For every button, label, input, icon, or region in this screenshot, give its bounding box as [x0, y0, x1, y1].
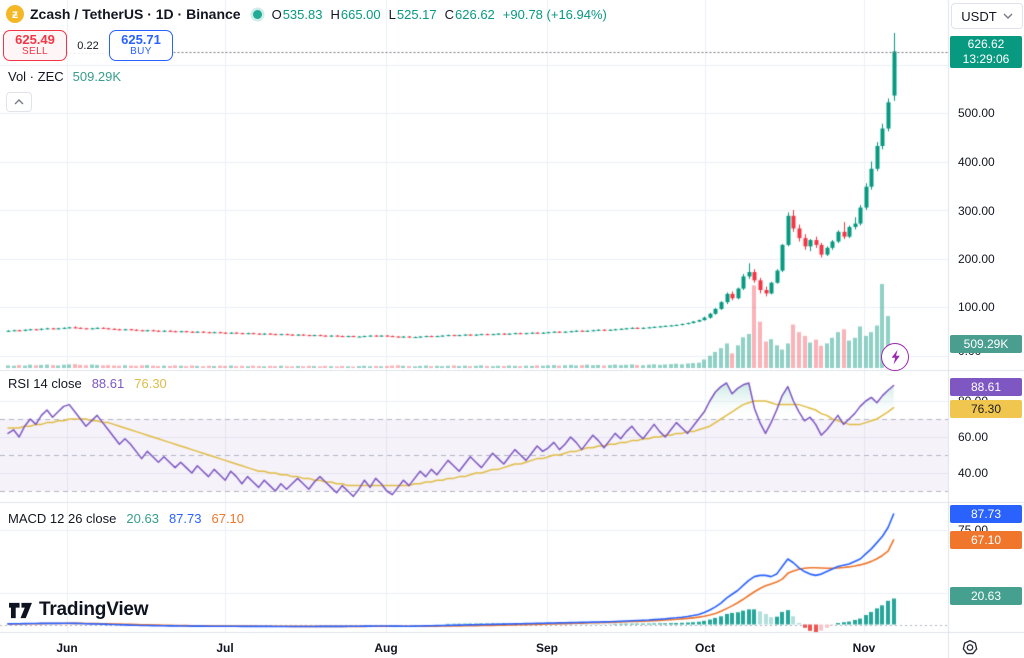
ohlc-label: L — [388, 6, 396, 22]
currency-label: USDT — [961, 8, 997, 24]
ohlc-value: 665.00 — [340, 6, 381, 22]
buy-label: BUY — [130, 46, 152, 58]
ohlc-values: O 535.83 H 665.00 L 525.17 C 626.62 — [272, 7, 495, 22]
time-axis-label: Oct — [694, 641, 716, 655]
volume-indicator-label[interactable]: Vol · ZEC — [8, 69, 64, 84]
lightning-bolt-icon — [891, 349, 900, 365]
ohlc-item: C 626.62 — [445, 7, 495, 22]
time-axis-label: Aug — [374, 641, 398, 655]
rsi-indicator-label[interactable]: RSI 14 close — [8, 376, 82, 391]
axis-value-tag: 88.61 — [950, 378, 1022, 396]
macd-line-value: 87.73 — [168, 511, 202, 526]
ohlc-value: 535.83 — [282, 6, 323, 22]
macd-indicator-label[interactable]: MACD 12 26 close — [8, 511, 117, 526]
macd-legend: MACD 12 26 close 20.63 87.73 67.10 — [8, 511, 244, 526]
axis-value-tag: 20.63 — [950, 587, 1022, 605]
last-price-time: 13:29:06 — [962, 52, 1010, 66]
rsi-value: 88.61 — [91, 376, 125, 391]
zcash-logo-icon: ƶ — [6, 5, 24, 23]
ohlc-value: 525.17 — [396, 6, 437, 22]
price-scale-label: 100.00 — [958, 300, 995, 314]
axis-value-tag: 76.30 — [950, 400, 1022, 418]
price-scale-label: 300.00 — [958, 204, 995, 218]
sell-label: SELL — [21, 46, 49, 58]
tradingview-logo-text: TradingView — [39, 599, 149, 620]
sell-button[interactable]: 625.49 SELL — [3, 30, 67, 61]
symbol-title[interactable]: Zcash / TetherUS · 1D · Binance — [30, 6, 241, 22]
axis-value-tag: 509.29K — [950, 335, 1022, 353]
market-status-dot-icon[interactable] — [252, 9, 262, 19]
quick-trade-button[interactable] — [881, 343, 909, 371]
price-scale-label: 60.00 — [958, 430, 989, 444]
ohlc-label: C — [444, 6, 455, 22]
pane-collapse-button[interactable] — [6, 92, 32, 112]
currency-selector[interactable]: USDT — [951, 3, 1023, 29]
price-scale-label: 40.00 — [958, 466, 989, 480]
buy-price: 625.71 — [121, 32, 161, 48]
macd-signal-value: 67.10 — [211, 511, 245, 526]
sell-price: 625.49 — [15, 32, 55, 48]
time-axis-label: Jun — [56, 641, 78, 655]
order-buttons: 625.49 SELL 0.22 625.71 BUY — [3, 30, 173, 61]
ohlc-item: L 525.17 — [389, 7, 437, 22]
chevron-up-icon — [14, 99, 24, 105]
price-scale-label: 200.00 — [958, 252, 995, 266]
zcash-glyph: ƶ — [12, 7, 18, 21]
axis-value-tag: 67.10 — [950, 531, 1022, 549]
tradingview-logo-icon — [9, 602, 32, 618]
macd-histogram-value: 20.63 — [126, 511, 159, 526]
volume-legend: Vol · ZEC 509.29K — [8, 69, 121, 84]
rsi-ma-value: 76.30 — [134, 376, 167, 391]
axis-value-tag: 87.73 — [950, 505, 1022, 523]
time-axis-label: Nov — [852, 641, 876, 655]
ohlc-label: O — [271, 6, 282, 22]
time-axis-label: Jul — [216, 641, 234, 655]
rsi-legend: RSI 14 close 88.61 76.30 — [8, 376, 167, 391]
last-price: 626.62 — [967, 37, 1005, 51]
chart-header: ƶ Zcash / TetherUS · 1D · Binance O 535.8… — [6, 4, 607, 24]
ohlc-item: O 535.83 — [272, 7, 323, 22]
tradingview-logo[interactable]: TradingView — [8, 599, 149, 621]
spread-value: 0.22 — [68, 38, 108, 53]
last-price-tag: 626.62 13:29:06 — [950, 36, 1022, 68]
ohlc-item: H 665.00 — [330, 7, 380, 22]
price-change-value: +90.78 (+16.94%) — [502, 6, 607, 22]
buy-button[interactable]: 625.71 BUY — [109, 30, 173, 61]
price-scale-label: 400.00 — [958, 155, 995, 169]
price-scale-label: 500.00 — [958, 106, 995, 120]
ohlc-label: H — [330, 6, 340, 22]
time-axis-label: Sep — [535, 641, 559, 655]
ohlc-value: 626.62 — [455, 6, 495, 22]
chevron-down-icon — [1003, 13, 1013, 19]
chart-settings-button[interactable] — [959, 639, 981, 658]
gear-icon — [962, 639, 978, 655]
volume-value: 509.29K — [72, 69, 122, 84]
